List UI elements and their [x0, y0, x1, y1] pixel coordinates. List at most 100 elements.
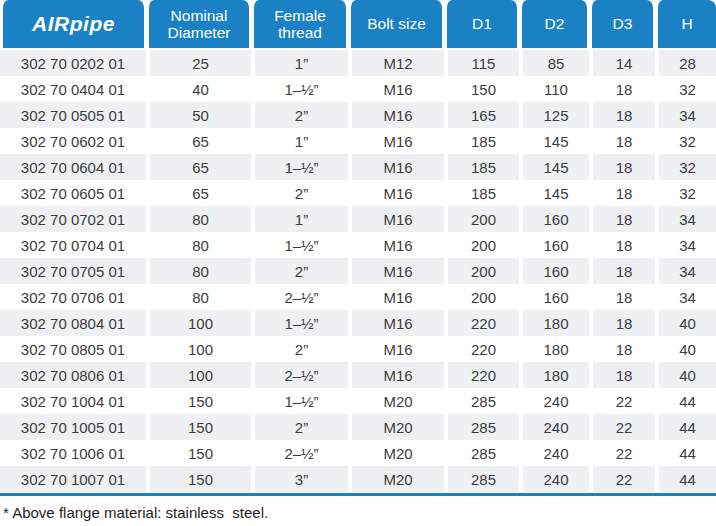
table-cell: 34: [655, 232, 716, 258]
table-cell: 44: [655, 388, 716, 414]
table-cell: 150: [146, 466, 251, 492]
column-header-d1: D1: [444, 0, 519, 50]
table-cell: 40: [146, 76, 251, 102]
table-cell: 200: [444, 284, 519, 310]
table-cell: 150: [146, 414, 251, 440]
table-cell: 65: [146, 128, 251, 154]
table-cell: 302 70 0705 01: [0, 258, 146, 284]
column-header-nominal-diameter: Nominal Diameter: [146, 0, 251, 50]
table-cell: 302 70 1006 01: [0, 440, 146, 466]
table-row: 302 70 0505 01502”M161651251834: [0, 102, 716, 128]
table-cell: 100: [146, 336, 251, 362]
table-cell: 165: [444, 102, 519, 128]
catalog-page: AIRpipe Nominal Diameter Female thread B…: [0, 0, 716, 526]
table-cell: 125: [519, 102, 589, 128]
table-row: 302 70 1007 011503”M202852402244: [0, 466, 716, 492]
table-cell: M16: [348, 102, 444, 128]
table-cell: 302 70 0604 01: [0, 154, 146, 180]
table-cell: 1–½”: [251, 310, 348, 336]
table-cell: 302 70 0602 01: [0, 128, 146, 154]
table-cell: 200: [444, 206, 519, 232]
table-cell: 18: [589, 206, 655, 232]
table-cell: 160: [519, 284, 589, 310]
table-cell: M16: [348, 154, 444, 180]
table-cell: 44: [655, 440, 716, 466]
table-cell: 1”: [251, 50, 348, 76]
table-cell: 302 70 0704 01: [0, 232, 146, 258]
table-cell: 150: [146, 440, 251, 466]
table-cell: 25: [146, 50, 251, 76]
table-cell: 160: [519, 232, 589, 258]
table-cell: 18: [589, 102, 655, 128]
table-cell: 1”: [251, 206, 348, 232]
table-cell: 18: [589, 258, 655, 284]
table-cell: 302 70 0702 01: [0, 206, 146, 232]
table-cell: 285: [444, 440, 519, 466]
table-cell: M16: [348, 180, 444, 206]
spec-table: AIRpipe Nominal Diameter Female thread B…: [0, 0, 716, 492]
table-cell: 18: [589, 284, 655, 310]
table-cell: 44: [655, 414, 716, 440]
table-row: 302 70 0404 01401–½”M161501101832: [0, 76, 716, 102]
table-cell: 80: [146, 232, 251, 258]
table-cell: 80: [146, 284, 251, 310]
table-cell: 145: [519, 128, 589, 154]
table-cell: 34: [655, 284, 716, 310]
table-cell: M20: [348, 440, 444, 466]
table-cell: 22: [589, 440, 655, 466]
table-cell: 200: [444, 258, 519, 284]
table-cell: 200: [444, 232, 519, 258]
table-cell: 240: [519, 466, 589, 492]
table-row: 302 70 1006 011502–½”M202852402244: [0, 440, 716, 466]
brand-logo-air: AIR: [32, 12, 70, 35]
table-cell: 34: [655, 258, 716, 284]
column-header-female-thread: Female thread: [251, 0, 348, 50]
table-cell: 302 70 0806 01: [0, 362, 146, 388]
table-body: 302 70 0202 01251”M12115851428302 70 040…: [0, 50, 716, 492]
table-cell: 180: [519, 336, 589, 362]
column-header-h: H: [655, 0, 716, 50]
table-cell: M16: [348, 258, 444, 284]
table-cell: 65: [146, 154, 251, 180]
table-cell: 185: [444, 180, 519, 206]
table-cell: M20: [348, 388, 444, 414]
table-cell: 1”: [251, 128, 348, 154]
table-cell: 18: [589, 336, 655, 362]
table-cell: 40: [655, 336, 716, 362]
table-cell: M16: [348, 336, 444, 362]
brand-logo: AIRpipe: [0, 0, 146, 50]
table-cell: 32: [655, 128, 716, 154]
table-row: 302 70 0704 01801–½”M162001601834: [0, 232, 716, 258]
table-cell: 1–½”: [251, 388, 348, 414]
table-cell: M20: [348, 414, 444, 440]
table-cell: 100: [146, 362, 251, 388]
table-cell: M16: [348, 362, 444, 388]
table-cell: M12: [348, 50, 444, 76]
table-cell: M16: [348, 76, 444, 102]
table-cell: 302 70 0706 01: [0, 284, 146, 310]
table-cell: 145: [519, 180, 589, 206]
table-row: 302 70 1004 011501–½”M202852402244: [0, 388, 716, 414]
column-header-d2: D2: [519, 0, 589, 50]
brand-logo-pipe: pipe: [70, 12, 115, 35]
table-cell: 44: [655, 466, 716, 492]
table-cell: 285: [444, 466, 519, 492]
column-header-d3: D3: [589, 0, 655, 50]
table-cell: 18: [589, 154, 655, 180]
table-cell: 160: [519, 206, 589, 232]
table-cell: 302 70 1007 01: [0, 466, 146, 492]
table-cell: 285: [444, 388, 519, 414]
table-row: 302 70 0705 01802”M162001601834: [0, 258, 716, 284]
table-cell: 2–½”: [251, 362, 348, 388]
table-cell: 185: [444, 154, 519, 180]
table-cell: 18: [589, 232, 655, 258]
table-cell: M20: [348, 466, 444, 492]
table-cell: M16: [348, 232, 444, 258]
table-row: 302 70 0805 011002”M162201801840: [0, 336, 716, 362]
table-cell: 110: [519, 76, 589, 102]
table-row: 302 70 0706 01802–½”M162001601834: [0, 284, 716, 310]
table-cell: 22: [589, 414, 655, 440]
table-cell: 34: [655, 102, 716, 128]
table-cell: 34: [655, 206, 716, 232]
table-cell: 285: [444, 414, 519, 440]
